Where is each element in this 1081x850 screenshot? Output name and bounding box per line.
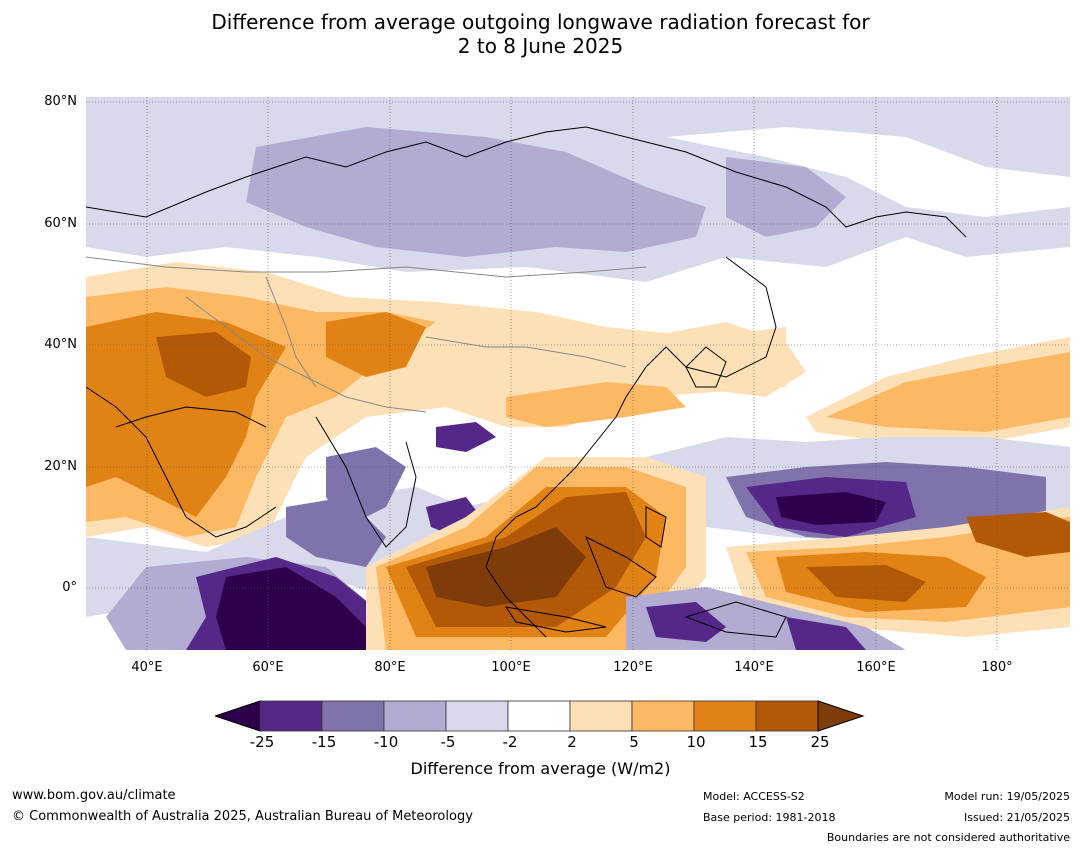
lat-label-60n: 60°N xyxy=(44,216,77,231)
cb-tick: -2 xyxy=(502,733,518,751)
anomaly-region-cpac-vhigh xyxy=(806,565,926,602)
cb-tick: 10 xyxy=(686,733,706,751)
lon-label-60e: 60°E xyxy=(252,660,284,675)
lon-label-120e: 120°E xyxy=(613,660,653,675)
anomaly-region-south-purple-high xyxy=(646,602,726,642)
cb-tick: 2 xyxy=(567,733,577,751)
cb-tick: -10 xyxy=(373,733,399,751)
lon-label-40e: 40°E xyxy=(131,660,163,675)
olr-anomaly-map xyxy=(86,97,1070,650)
footer-model-run: Model run: 19/05/2025 xyxy=(944,790,1070,803)
coastlines xyxy=(86,126,967,638)
colorbar-segment xyxy=(693,700,757,732)
anomaly-region-east-siberia xyxy=(726,157,846,237)
footer-disclaimer: Boundaries are not considered authoritat… xyxy=(826,831,1070,844)
cb-tick: 15 xyxy=(748,733,768,751)
lat-label-40n: 40°N xyxy=(44,337,77,352)
cb-tick: 25 xyxy=(810,733,830,751)
anomaly-region-china-band xyxy=(506,382,686,427)
anomaly-region-arctic-white xyxy=(666,127,1070,217)
footer-url[interactable]: www.bom.gov.au/climate xyxy=(12,788,176,803)
colorbar-segments xyxy=(215,700,865,732)
cb-tick: -15 xyxy=(311,733,337,751)
anomaly-region-tibet-high xyxy=(326,312,426,377)
colorbar-segment xyxy=(383,700,447,732)
chart-title-line2: 2 to 8 June 2025 xyxy=(457,34,624,58)
colorbar-segment xyxy=(259,700,323,732)
colorbar-label: Difference from average (W/m2) xyxy=(410,759,671,778)
chart-title-line1: Difference from average outgoing longwav… xyxy=(211,10,870,34)
anomaly-region-epac-vhigh xyxy=(966,512,1070,557)
cb-tick: -5 xyxy=(440,733,456,751)
map-gridlines xyxy=(86,97,1070,650)
anomaly-region-siberia-mid xyxy=(246,127,706,257)
lon-label-140e: 140°E xyxy=(734,660,774,675)
anomaly-region-wpac-max xyxy=(776,492,886,525)
country-borders xyxy=(86,256,647,413)
colorbar-extend-min xyxy=(215,700,261,732)
colorbar-segment xyxy=(507,700,571,732)
colorbar-segment xyxy=(445,700,509,732)
anomaly-region-mideast-max xyxy=(156,332,251,397)
anomaly-region-npac-light xyxy=(646,322,806,397)
lon-label-80e: 80°E xyxy=(374,660,406,675)
colorbar xyxy=(215,700,865,732)
cb-tick: -25 xyxy=(249,733,275,751)
lon-label-180: 180° xyxy=(981,660,1013,675)
lat-label-20n: 20°N xyxy=(44,459,77,474)
footer-model: Model: ACCESS-S2 xyxy=(703,790,805,803)
lat-label-0: 0° xyxy=(62,580,77,595)
anomaly-region-bengal-high xyxy=(436,422,496,452)
anomaly-region-npac-east-mid xyxy=(826,352,1070,432)
lon-label-160e: 160°E xyxy=(856,660,896,675)
colorbar-segment xyxy=(569,700,633,732)
lon-label-100e: 100°E xyxy=(491,660,531,675)
map-canvas xyxy=(86,97,1070,650)
anomaly-region-mc-max xyxy=(426,527,586,607)
footer-base-period: Base period: 1981-2018 xyxy=(703,811,836,824)
anomaly-region-south-purple-east xyxy=(786,617,866,650)
anomaly-region-indian-ocean-max xyxy=(216,567,376,650)
colorbar-extend-max xyxy=(817,700,865,732)
colorbar-segment xyxy=(321,700,385,732)
footer-issued: Issued: 21/05/2025 xyxy=(963,811,1070,824)
colorbar-segment xyxy=(755,700,819,732)
cb-tick: 5 xyxy=(629,733,639,751)
colorbar-segment xyxy=(631,700,695,732)
anomaly-region-arabian-purple xyxy=(286,497,386,567)
lat-label-80n: 80°N xyxy=(44,94,77,109)
footer-copyright: © Commonwealth of Australia 2025, Austra… xyxy=(12,809,473,824)
